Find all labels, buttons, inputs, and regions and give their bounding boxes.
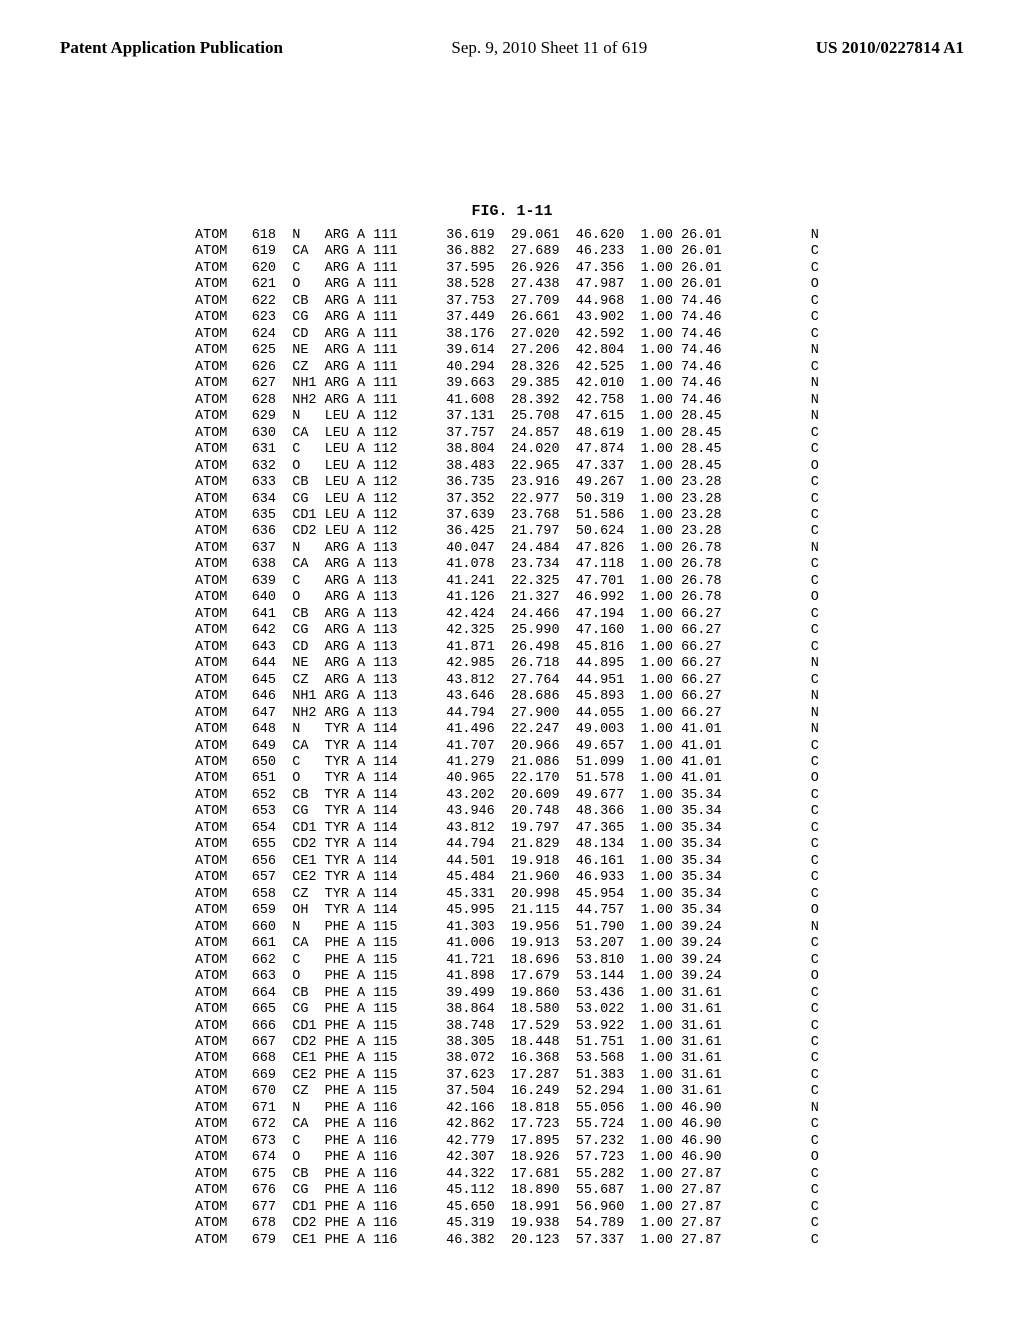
table-row: ATOM 670 CZ PHE A 115 37.504 16.249 52.2… xyxy=(195,1084,1024,1100)
table-row: ATOM 650 C TYR A 114 41.279 21.086 51.09… xyxy=(195,755,1024,771)
table-row: ATOM 618 N ARG A 111 36.619 29.061 46.62… xyxy=(195,228,1024,244)
table-row: ATOM 660 N PHE A 115 41.303 19.956 51.79… xyxy=(195,920,1024,936)
table-row: ATOM 673 C PHE A 116 42.779 17.895 57.23… xyxy=(195,1134,1024,1150)
table-row: ATOM 659 OH TYR A 114 45.995 21.115 44.7… xyxy=(195,903,1024,919)
header-center: Sep. 9, 2010 Sheet 11 of 619 xyxy=(451,38,647,58)
table-row: ATOM 656 CE1 TYR A 114 44.501 19.918 46.… xyxy=(195,854,1024,870)
table-row: ATOM 640 O ARG A 113 41.126 21.327 46.99… xyxy=(195,590,1024,606)
table-row: ATOM 638 CA ARG A 113 41.078 23.734 47.1… xyxy=(195,557,1024,573)
table-row: ATOM 666 CD1 PHE A 115 38.748 17.529 53.… xyxy=(195,1019,1024,1035)
table-row: ATOM 671 N PHE A 116 42.166 18.818 55.05… xyxy=(195,1101,1024,1117)
table-row: ATOM 665 CG PHE A 115 38.864 18.580 53.0… xyxy=(195,1002,1024,1018)
table-row: ATOM 658 CZ TYR A 114 45.331 20.998 45.9… xyxy=(195,887,1024,903)
table-row: ATOM 627 NH1 ARG A 111 39.663 29.385 42.… xyxy=(195,376,1024,392)
header-left: Patent Application Publication xyxy=(60,38,283,58)
table-row: ATOM 628 NH2 ARG A 111 41.608 28.392 42.… xyxy=(195,393,1024,409)
table-row: ATOM 675 CB PHE A 116 44.322 17.681 55.2… xyxy=(195,1167,1024,1183)
table-row: ATOM 657 CE2 TYR A 114 45.484 21.960 46.… xyxy=(195,870,1024,886)
page-header: Patent Application Publication Sep. 9, 2… xyxy=(0,0,1024,68)
table-row: ATOM 651 O TYR A 114 40.965 22.170 51.57… xyxy=(195,771,1024,787)
table-row: ATOM 626 CZ ARG A 111 40.294 28.326 42.5… xyxy=(195,360,1024,376)
table-row: ATOM 636 CD2 LEU A 112 36.425 21.797 50.… xyxy=(195,524,1024,540)
table-row: ATOM 663 O PHE A 115 41.898 17.679 53.14… xyxy=(195,969,1024,985)
table-row: ATOM 629 N LEU A 112 37.131 25.708 47.61… xyxy=(195,409,1024,425)
table-row: ATOM 630 CA LEU A 112 37.757 24.857 48.6… xyxy=(195,426,1024,442)
table-row: ATOM 661 CA PHE A 115 41.006 19.913 53.2… xyxy=(195,936,1024,952)
table-row: ATOM 645 CZ ARG A 113 43.812 27.764 44.9… xyxy=(195,673,1024,689)
table-row: ATOM 678 CD2 PHE A 116 45.319 19.938 54.… xyxy=(195,1216,1024,1232)
table-row: ATOM 644 NE ARG A 113 42.985 26.718 44.8… xyxy=(195,656,1024,672)
table-row: ATOM 646 NH1 ARG A 113 43.646 28.686 45.… xyxy=(195,689,1024,705)
header-right: US 2010/0227814 A1 xyxy=(816,38,964,58)
table-row: ATOM 643 CD ARG A 113 41.871 26.498 45.8… xyxy=(195,640,1024,656)
table-row: ATOM 679 CE1 PHE A 116 46.382 20.123 57.… xyxy=(195,1233,1024,1249)
table-row: ATOM 652 CB TYR A 114 43.202 20.609 49.6… xyxy=(195,788,1024,804)
table-row: ATOM 623 CG ARG A 111 37.449 26.661 43.9… xyxy=(195,310,1024,326)
table-row: ATOM 642 CG ARG A 113 42.325 25.990 47.1… xyxy=(195,623,1024,639)
table-row: ATOM 674 O PHE A 116 42.307 18.926 57.72… xyxy=(195,1150,1024,1166)
table-row: ATOM 649 CA TYR A 114 41.707 20.966 49.6… xyxy=(195,739,1024,755)
table-row: ATOM 676 CG PHE A 116 45.112 18.890 55.6… xyxy=(195,1183,1024,1199)
table-row: ATOM 662 C PHE A 115 41.721 18.696 53.81… xyxy=(195,953,1024,969)
table-row: ATOM 639 C ARG A 113 41.241 22.325 47.70… xyxy=(195,574,1024,590)
table-row: ATOM 637 N ARG A 113 40.047 24.484 47.82… xyxy=(195,541,1024,557)
table-row: ATOM 669 CE2 PHE A 115 37.623 17.287 51.… xyxy=(195,1068,1024,1084)
table-row: ATOM 622 CB ARG A 111 37.753 27.709 44.9… xyxy=(195,294,1024,310)
table-row: ATOM 635 CD1 LEU A 112 37.639 23.768 51.… xyxy=(195,508,1024,524)
table-row: ATOM 667 CD2 PHE A 115 38.305 18.448 51.… xyxy=(195,1035,1024,1051)
table-row: ATOM 633 CB LEU A 112 36.735 23.916 49.2… xyxy=(195,475,1024,491)
table-row: ATOM 634 CG LEU A 112 37.352 22.977 50.3… xyxy=(195,492,1024,508)
figure-title: FIG. 1-11 xyxy=(0,203,1024,220)
table-row: ATOM 632 O LEU A 112 38.483 22.965 47.33… xyxy=(195,459,1024,475)
table-row: ATOM 621 O ARG A 111 38.528 27.438 47.98… xyxy=(195,277,1024,293)
table-row: ATOM 677 CD1 PHE A 116 45.650 18.991 56.… xyxy=(195,1200,1024,1216)
table-row: ATOM 641 CB ARG A 113 42.424 24.466 47.1… xyxy=(195,607,1024,623)
table-row: ATOM 620 C ARG A 111 37.595 26.926 47.35… xyxy=(195,261,1024,277)
table-row: ATOM 664 CB PHE A 115 39.499 19.860 53.4… xyxy=(195,986,1024,1002)
table-row: ATOM 653 CG TYR A 114 43.946 20.748 48.3… xyxy=(195,804,1024,820)
table-row: ATOM 619 CA ARG A 111 36.882 27.689 46.2… xyxy=(195,244,1024,260)
table-row: ATOM 631 C LEU A 112 38.804 24.020 47.87… xyxy=(195,442,1024,458)
pdb-data-table: ATOM 618 N ARG A 111 36.619 29.061 46.62… xyxy=(195,228,1024,1249)
table-row: ATOM 668 CE1 PHE A 115 38.072 16.368 53.… xyxy=(195,1051,1024,1067)
table-row: ATOM 654 CD1 TYR A 114 43.812 19.797 47.… xyxy=(195,821,1024,837)
table-row: ATOM 625 NE ARG A 111 39.614 27.206 42.8… xyxy=(195,343,1024,359)
table-row: ATOM 647 NH2 ARG A 113 44.794 27.900 44.… xyxy=(195,706,1024,722)
table-row: ATOM 624 CD ARG A 111 38.176 27.020 42.5… xyxy=(195,327,1024,343)
table-row: ATOM 648 N TYR A 114 41.496 22.247 49.00… xyxy=(195,722,1024,738)
table-row: ATOM 672 CA PHE A 116 42.862 17.723 55.7… xyxy=(195,1117,1024,1133)
table-row: ATOM 655 CD2 TYR A 114 44.794 21.829 48.… xyxy=(195,837,1024,853)
